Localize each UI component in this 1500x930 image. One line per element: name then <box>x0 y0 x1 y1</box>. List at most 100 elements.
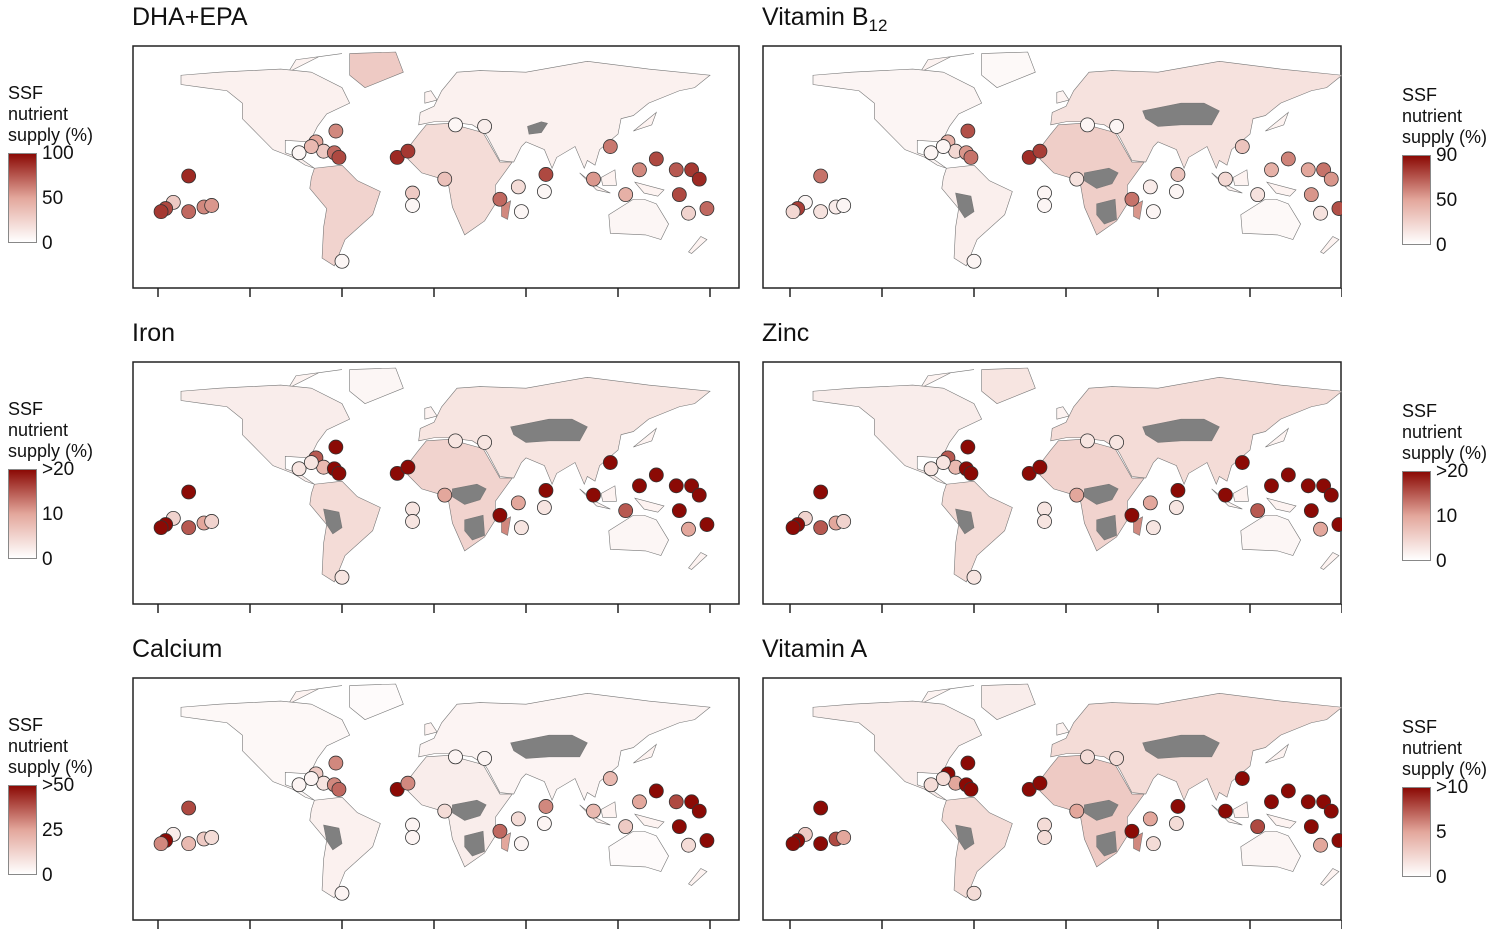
island-nation-marker <box>1145 520 1161 536</box>
island-nation-marker <box>1313 521 1328 537</box>
legend-title: SSF <box>1402 717 1438 737</box>
island-nation-marker <box>334 569 350 585</box>
island-nation-marker <box>1037 830 1052 845</box>
island-nation-marker <box>1124 823 1140 839</box>
color-legend: SSF nutrient supply (%) >50 25 0 <box>8 715 93 886</box>
island-nation-marker <box>935 139 951 154</box>
no-data-region <box>1096 830 1117 857</box>
legend-title: nutrient <box>8 104 69 124</box>
landmass <box>634 813 665 829</box>
legend-tick-label: 50 <box>42 188 64 209</box>
island-nation-marker <box>1170 483 1186 498</box>
landmass <box>600 485 617 502</box>
landmass <box>633 427 657 448</box>
island-nation-marker <box>405 185 420 201</box>
island-nation-marker <box>963 150 979 165</box>
island-nation-marker <box>538 167 554 182</box>
island-nation-marker <box>1218 171 1233 187</box>
landmass <box>1265 111 1289 132</box>
island-nation-marker <box>648 151 664 167</box>
island-nation-marker <box>681 205 696 221</box>
landmass <box>1266 181 1297 197</box>
no-data-region <box>452 799 487 821</box>
no-data-region <box>1096 198 1117 225</box>
island-nation-marker <box>785 836 801 852</box>
island-nation-marker <box>510 179 526 195</box>
island-nation-marker <box>648 467 664 483</box>
legend-tick-label: 10 <box>1436 506 1458 527</box>
island-nation-marker <box>813 836 829 852</box>
island-nation-marker <box>586 803 601 819</box>
island-nation-marker <box>671 819 687 835</box>
no-data-region <box>955 508 975 535</box>
island-nation-marker <box>602 771 618 786</box>
island-nation-marker <box>1032 775 1048 791</box>
island-nation-marker <box>1300 478 1316 494</box>
region-greenland <box>981 51 1036 88</box>
island-nation-marker <box>618 503 634 519</box>
island-nation-marker <box>1037 817 1052 833</box>
island-nation-marker <box>813 168 829 184</box>
legend-tick-label: >20 <box>42 459 75 480</box>
legend-tick-label: 0 <box>1436 551 1447 572</box>
legend-tick-label: 0 <box>42 233 53 254</box>
legend-title: nutrient <box>1402 422 1463 442</box>
no-data-region <box>1142 418 1220 443</box>
island-nation-marker <box>699 833 715 848</box>
island-nation-marker <box>632 162 647 178</box>
island-nation-marker <box>966 885 982 901</box>
island-nation-marker <box>671 503 687 519</box>
island-nation-marker <box>963 466 979 481</box>
island-nation-marker <box>699 517 715 532</box>
region-greenland <box>981 367 1036 404</box>
island-nation-marker <box>1303 503 1319 519</box>
no-data-region <box>464 830 485 857</box>
island-nation-marker <box>153 520 169 536</box>
panel-title: Calcium <box>132 635 222 664</box>
island-nation-marker <box>303 771 319 786</box>
island-nation-marker <box>1234 771 1250 786</box>
island-nation-marker <box>448 749 463 765</box>
island-nation-marker <box>448 117 463 133</box>
legend-title: SSF <box>1402 85 1438 105</box>
island-nation-marker <box>1109 435 1125 450</box>
colorbar <box>8 785 37 875</box>
region-south-america <box>941 480 1013 583</box>
island-nation-marker <box>785 520 801 536</box>
island-nation-marker <box>1218 803 1233 819</box>
island-nation-marker <box>492 823 508 839</box>
landmass <box>634 181 665 197</box>
island-nation-marker <box>960 123 976 139</box>
island-nation-marker <box>1250 503 1266 519</box>
island-nation-marker <box>1069 171 1085 187</box>
island-nation-marker <box>513 204 529 220</box>
landmass <box>634 497 665 513</box>
island-nation-marker <box>405 198 420 213</box>
island-nation-marker <box>1218 487 1233 503</box>
island-nation-marker <box>153 836 169 852</box>
landmass <box>1266 813 1297 829</box>
no-data-region <box>955 192 975 219</box>
no-data-region <box>452 483 487 505</box>
no-data-region <box>955 824 975 851</box>
island-nation-marker <box>960 439 976 455</box>
island-nation-marker <box>1145 836 1161 852</box>
island-nation-marker <box>181 168 197 184</box>
island-nation-marker <box>477 119 493 134</box>
region-south-america <box>941 796 1013 899</box>
island-nation-marker <box>181 484 197 500</box>
island-nation-marker <box>477 435 493 450</box>
island-nation-marker <box>1250 819 1266 835</box>
island-nation-marker <box>477 751 493 766</box>
island-nation-marker <box>602 139 618 154</box>
island-nation-marker <box>513 520 529 536</box>
title-subscript: 12 <box>868 16 888 35</box>
island-nation-marker <box>492 191 508 207</box>
island-nation-marker <box>1080 433 1095 449</box>
legend-tick-label: 0 <box>42 865 53 886</box>
island-nation-marker <box>1313 205 1328 221</box>
no-data-region <box>1084 167 1119 189</box>
legend-title: SSF <box>8 715 44 735</box>
island-nation-marker <box>291 461 307 477</box>
